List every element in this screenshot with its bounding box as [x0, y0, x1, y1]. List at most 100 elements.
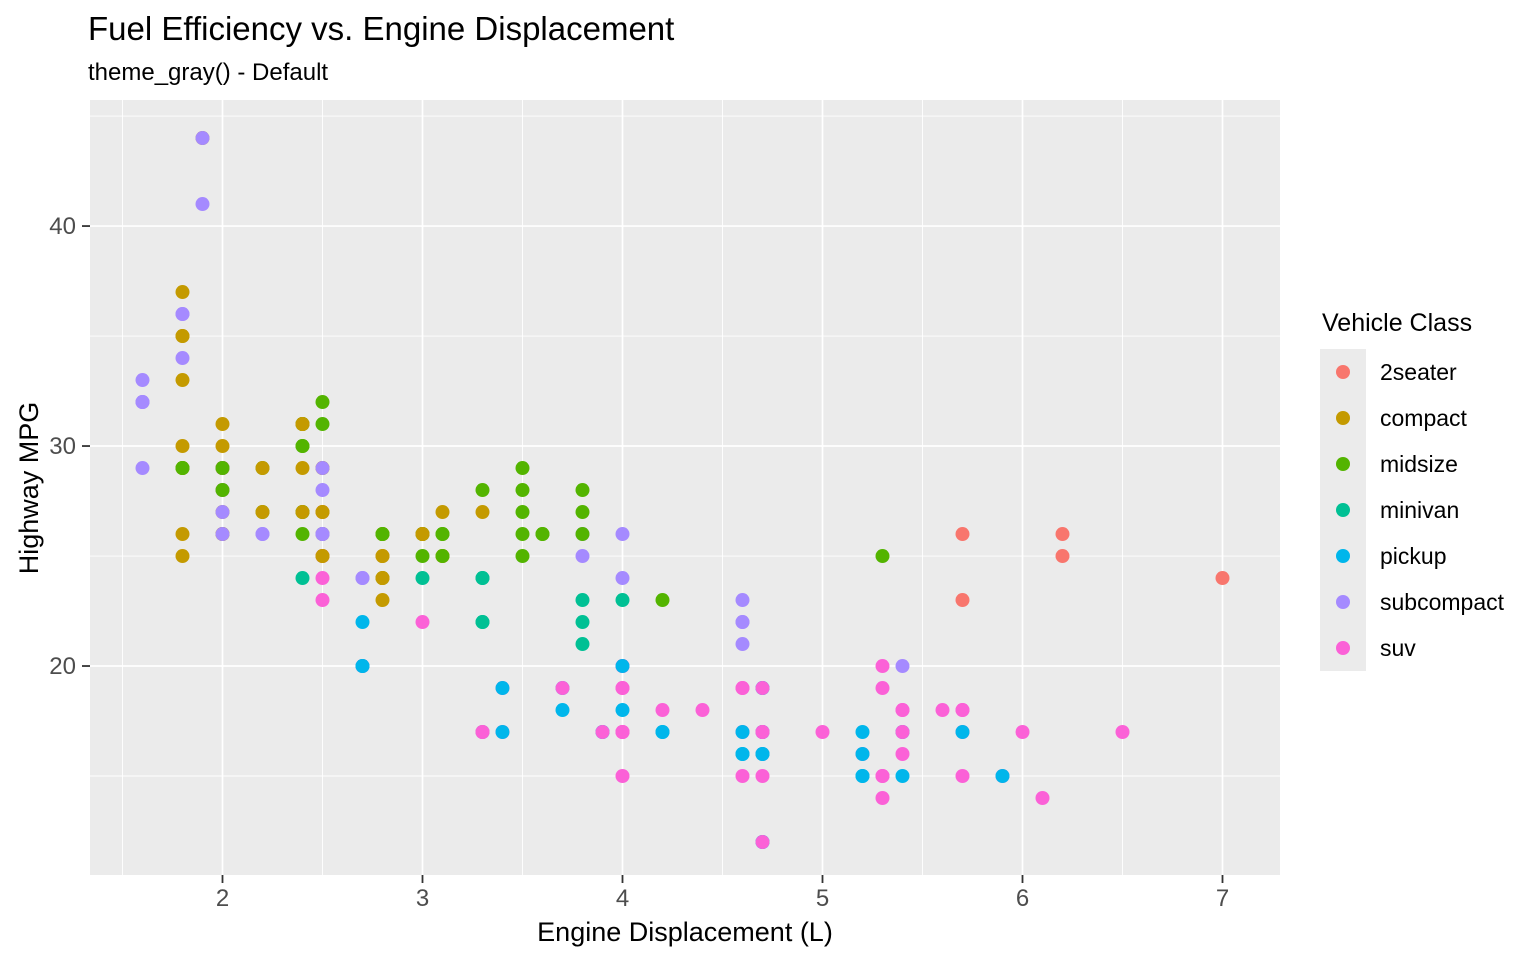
- data-point: [475, 483, 490, 498]
- data-point: [735, 637, 750, 652]
- data-point: [295, 527, 310, 542]
- data-point: [615, 571, 630, 586]
- data-point: [135, 373, 150, 388]
- data-point: [615, 681, 630, 696]
- data-point: [815, 725, 830, 740]
- data-point: [855, 747, 870, 762]
- y-tick-label: 40: [49, 213, 76, 240]
- data-point: [495, 681, 510, 696]
- data-point: [735, 747, 750, 762]
- data-point: [135, 395, 150, 410]
- data-point: [555, 703, 570, 718]
- x-tick-label: 2: [216, 885, 229, 912]
- data-point: [255, 527, 270, 542]
- data-point: [255, 505, 270, 520]
- legend-dot-midsize: [1336, 457, 1350, 471]
- legend-item-pickup: pickup: [1336, 543, 1446, 569]
- data-point: [315, 505, 330, 520]
- data-point: [935, 703, 950, 718]
- legend-item-minivan: minivan: [1336, 497, 1459, 523]
- data-point: [575, 505, 590, 520]
- data-point: [195, 197, 210, 212]
- data-point: [735, 725, 750, 740]
- legend-dot-minivan: [1336, 503, 1350, 517]
- data-point: [295, 571, 310, 586]
- data-point: [515, 549, 530, 564]
- data-point: [295, 461, 310, 476]
- data-point: [215, 505, 230, 520]
- data-point: [435, 549, 450, 564]
- data-point: [895, 703, 910, 718]
- legend-label-2seater: 2seater: [1380, 359, 1457, 385]
- y-tick-label: 20: [49, 653, 76, 680]
- data-point: [195, 131, 210, 146]
- data-point: [1015, 725, 1030, 740]
- x-tick-label: 3: [416, 885, 429, 912]
- data-point: [255, 461, 270, 476]
- data-point: [615, 593, 630, 608]
- chart-title: Fuel Efficiency vs. Engine Displacement: [88, 10, 674, 47]
- data-point: [555, 681, 570, 696]
- x-tick-label: 4: [616, 885, 629, 912]
- axis-tick-labels: 2 3 4 5 6 7 20 30 40: [49, 213, 1229, 912]
- legend-dot-2seater: [1336, 365, 1350, 379]
- data-point: [595, 725, 610, 740]
- data-point: [315, 395, 330, 410]
- legend-label-suv: suv: [1380, 635, 1416, 661]
- data-point: [175, 527, 190, 542]
- data-point: [175, 307, 190, 322]
- legend-item-2seater: 2seater: [1336, 359, 1457, 385]
- data-point: [375, 571, 390, 586]
- plot-panel: [90, 100, 1280, 875]
- data-point: [875, 549, 890, 564]
- data-point: [655, 593, 670, 608]
- data-point: [735, 769, 750, 784]
- legend-item-suv: suv: [1336, 635, 1416, 661]
- data-point: [575, 549, 590, 564]
- data-point: [295, 505, 310, 520]
- data-point: [175, 329, 190, 344]
- data-point: [955, 769, 970, 784]
- data-points-layer: [135, 131, 1230, 850]
- y-axis-title: Highway MPG: [14, 402, 44, 575]
- data-point: [875, 681, 890, 696]
- x-tick-label: 7: [1216, 885, 1229, 912]
- data-point: [655, 725, 670, 740]
- data-point: [315, 571, 330, 586]
- chart-subtitle: theme_gray() - Default: [88, 59, 328, 86]
- data-point: [615, 659, 630, 674]
- data-point: [175, 549, 190, 564]
- data-point: [695, 703, 710, 718]
- data-point: [895, 659, 910, 674]
- data-point: [955, 527, 970, 542]
- data-point: [735, 681, 750, 696]
- data-point: [535, 527, 550, 542]
- data-point: [735, 615, 750, 630]
- data-point: [1115, 725, 1130, 740]
- data-point: [435, 527, 450, 542]
- legend-label-minivan: minivan: [1380, 497, 1459, 523]
- data-point: [175, 351, 190, 366]
- data-point: [215, 417, 230, 432]
- legend-item-compact: compact: [1336, 405, 1468, 431]
- data-point: [755, 769, 770, 784]
- x-axis-title: Engine Displacement (L): [537, 917, 833, 947]
- data-point: [215, 483, 230, 498]
- data-point: [135, 461, 150, 476]
- data-point: [475, 505, 490, 520]
- data-point: [615, 725, 630, 740]
- data-point: [575, 637, 590, 652]
- data-point: [575, 615, 590, 630]
- data-point: [1035, 791, 1050, 806]
- legend-dot-compact: [1336, 411, 1350, 425]
- data-point: [1055, 549, 1070, 564]
- data-point: [315, 593, 330, 608]
- data-point: [415, 615, 430, 630]
- data-point: [855, 769, 870, 784]
- data-point: [515, 483, 530, 498]
- data-point: [515, 461, 530, 476]
- data-point: [315, 417, 330, 432]
- data-point: [615, 527, 630, 542]
- data-point: [735, 593, 750, 608]
- legend-label-compact: compact: [1380, 405, 1468, 431]
